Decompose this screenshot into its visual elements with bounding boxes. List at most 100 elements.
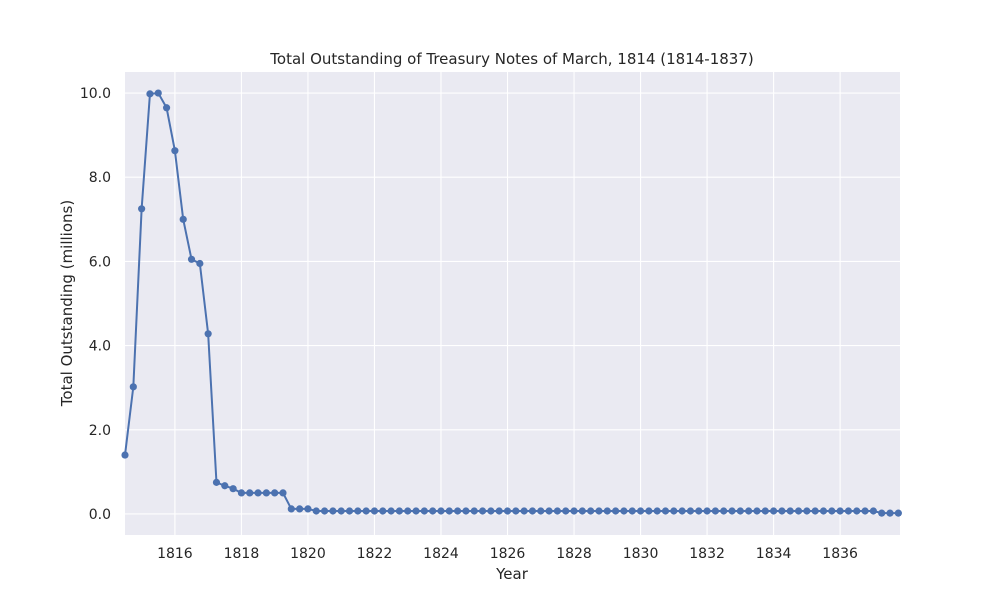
data-point	[753, 507, 761, 515]
data-point	[603, 507, 611, 515]
data-point	[362, 507, 370, 515]
data-point	[312, 507, 320, 515]
data-point	[179, 215, 187, 223]
data-point	[254, 489, 262, 497]
data-point	[819, 507, 828, 515]
data-point	[503, 507, 512, 515]
data-point	[129, 383, 137, 391]
data-point	[811, 507, 819, 515]
data-point	[595, 507, 603, 515]
data-point	[387, 507, 395, 515]
data-point	[212, 478, 221, 486]
x-tick-label: 1824	[423, 546, 459, 562]
data-point	[836, 507, 844, 515]
x-tick-label: 1828	[556, 546, 592, 562]
series-line	[124, 91, 899, 515]
data-point	[329, 507, 337, 515]
data-point	[670, 507, 678, 515]
data-point	[354, 507, 362, 515]
data-point	[770, 507, 778, 515]
data-point	[570, 507, 578, 515]
data-point	[628, 507, 636, 515]
data-point	[154, 89, 162, 97]
data-point	[229, 485, 237, 493]
data-point	[495, 507, 503, 515]
data-point	[271, 489, 279, 497]
data-point	[404, 507, 412, 515]
data-point	[653, 507, 661, 515]
data-point	[304, 505, 312, 513]
data-point	[844, 507, 853, 515]
data-point	[678, 507, 686, 515]
data-point	[237, 489, 246, 497]
data-point	[711, 507, 719, 515]
data-point	[412, 507, 420, 515]
data-point	[794, 507, 803, 515]
data-point	[146, 90, 154, 98]
data-point	[786, 507, 794, 515]
data-point	[878, 509, 886, 517]
data-point	[454, 507, 462, 515]
data-point	[894, 509, 902, 517]
data-point	[645, 507, 653, 515]
y-tick-label: 4.0	[89, 339, 111, 355]
data-point	[695, 507, 703, 515]
data-point	[853, 507, 861, 515]
data-point	[221, 482, 229, 490]
y-tick-label: 2.0	[89, 423, 111, 439]
data-point	[636, 507, 645, 515]
data-point	[562, 507, 570, 515]
data-point	[121, 451, 129, 459]
data-point	[828, 507, 836, 515]
data-point	[187, 255, 196, 263]
x-tick-label: 1832	[689, 546, 725, 562]
data-point	[761, 507, 769, 515]
data-point	[287, 505, 295, 513]
y-tick-label: 10.0	[80, 86, 111, 102]
x-tick-label: 1830	[623, 546, 659, 562]
data-point	[370, 507, 379, 515]
x-tick-label: 1822	[357, 546, 393, 562]
data-point	[429, 507, 437, 515]
data-point	[861, 507, 869, 515]
y-tick-label: 8.0	[89, 170, 111, 186]
data-point	[512, 507, 520, 515]
data-point	[778, 507, 786, 515]
data-point	[686, 507, 695, 515]
data-point	[345, 507, 354, 515]
y-tick-labels: 0.0 2.0 4.0 6.0 8.0 10.0	[80, 86, 111, 523]
data-point	[869, 507, 877, 515]
x-tick-labels: 1816 1818 1820 1822 1824 1826 1828 1830 1832 1834…	[157, 546, 858, 562]
x-tick-label: 1820	[290, 546, 326, 562]
data-point	[478, 507, 487, 515]
chart-title: Total Outstanding of Treasury Notes of M…	[269, 50, 753, 68]
data-point	[262, 489, 270, 497]
data-point	[803, 507, 811, 515]
data-point	[736, 507, 744, 515]
data-point	[745, 507, 753, 515]
data-point	[437, 507, 445, 515]
data-point	[487, 507, 495, 515]
data-point	[420, 507, 428, 515]
y-tick-label: 6.0	[89, 254, 111, 270]
y-axis-label: Total Outstanding (millions)	[58, 200, 76, 407]
data-point	[138, 205, 146, 213]
plot-area	[125, 72, 900, 535]
data-point	[395, 507, 404, 515]
data-point	[246, 489, 254, 497]
data-point	[537, 507, 545, 515]
data-point	[528, 507, 537, 515]
series-layer	[121, 89, 902, 517]
data-point	[578, 507, 586, 515]
data-point	[337, 507, 345, 515]
grid-lines	[125, 72, 900, 535]
data-point	[661, 507, 670, 515]
x-tick-label: 1836	[822, 546, 858, 562]
data-point	[379, 507, 387, 515]
data-point	[171, 147, 179, 155]
x-tick-label: 1834	[756, 546, 792, 562]
data-point	[196, 259, 204, 268]
y-tick-label: 0.0	[89, 507, 111, 523]
data-point	[612, 507, 620, 515]
